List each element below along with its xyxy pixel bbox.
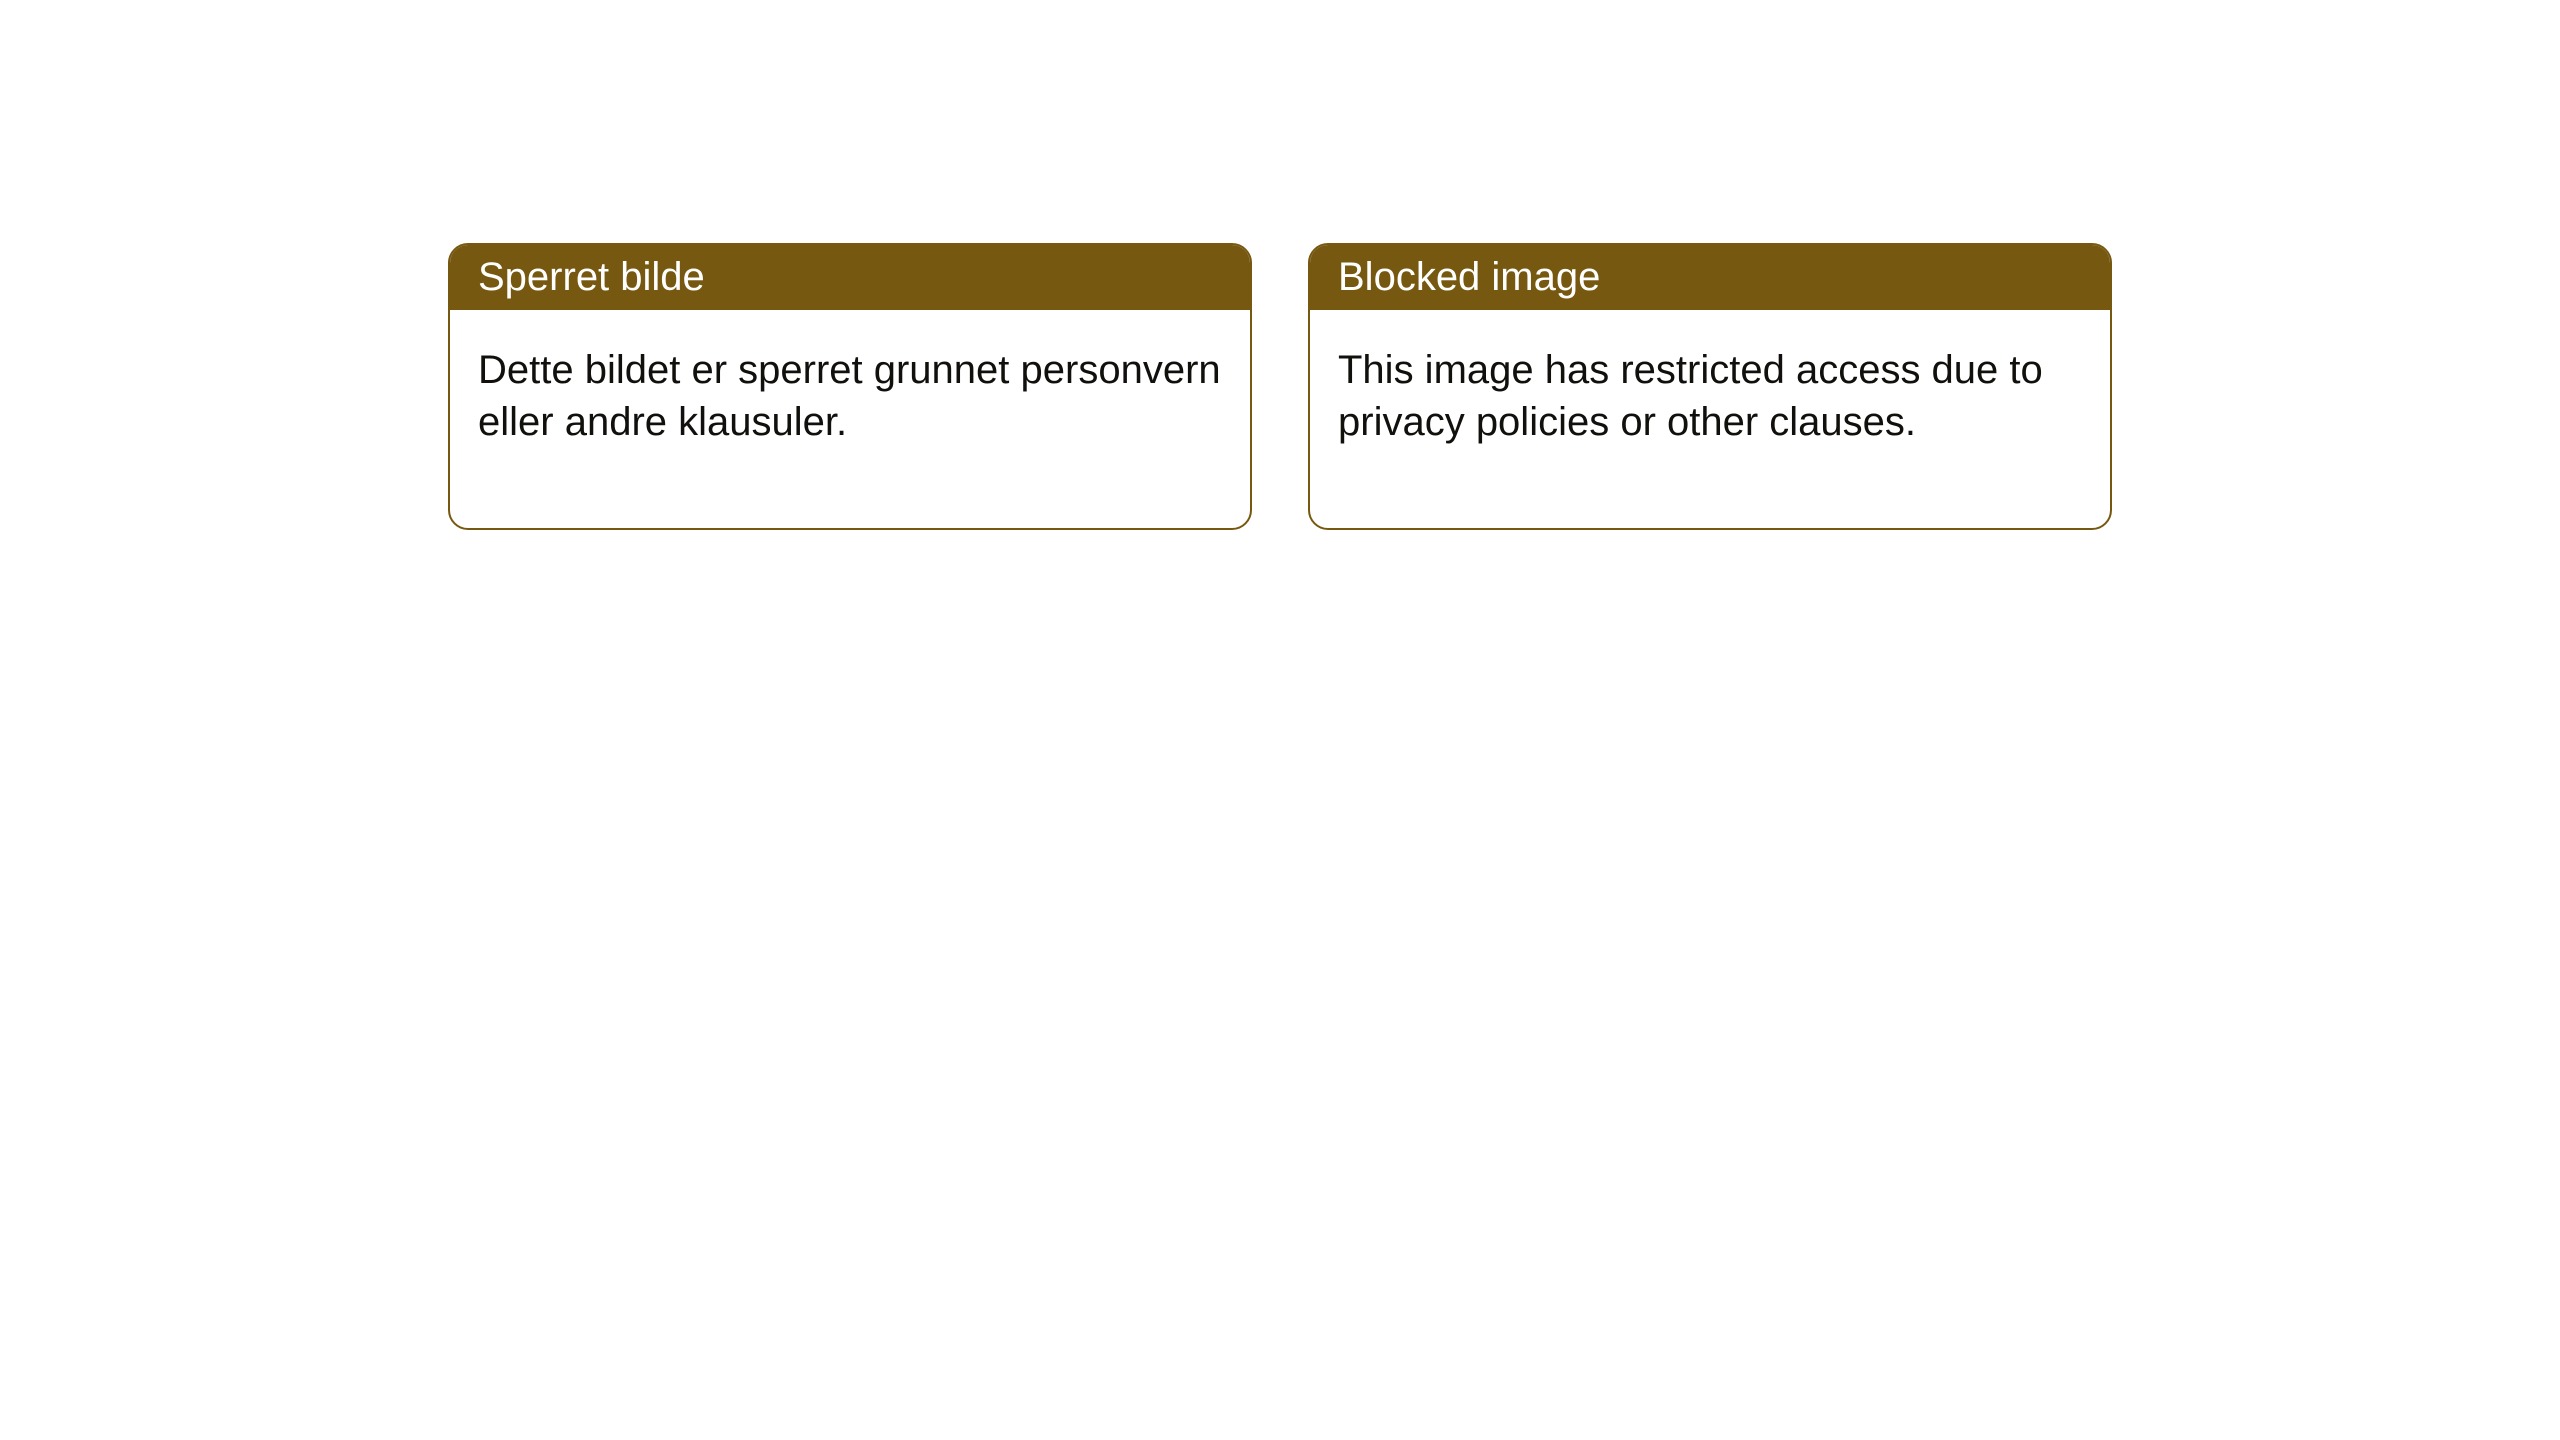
notice-container: Sperret bilde Dette bildet er sperret gr… (0, 0, 2560, 530)
notice-title: Sperret bilde (478, 255, 705, 299)
notice-card-english: Blocked image This image has restricted … (1308, 243, 2112, 530)
notice-message: Dette bildet er sperret grunnet personve… (478, 348, 1221, 444)
notice-card-norwegian: Sperret bilde Dette bildet er sperret gr… (448, 243, 1252, 530)
notice-message: This image has restricted access due to … (1338, 348, 2043, 444)
notice-body: This image has restricted access due to … (1310, 310, 2110, 528)
notice-header: Sperret bilde (450, 245, 1250, 310)
notice-title: Blocked image (1338, 255, 1600, 299)
notice-body: Dette bildet er sperret grunnet personve… (450, 310, 1250, 528)
notice-header: Blocked image (1310, 245, 2110, 310)
